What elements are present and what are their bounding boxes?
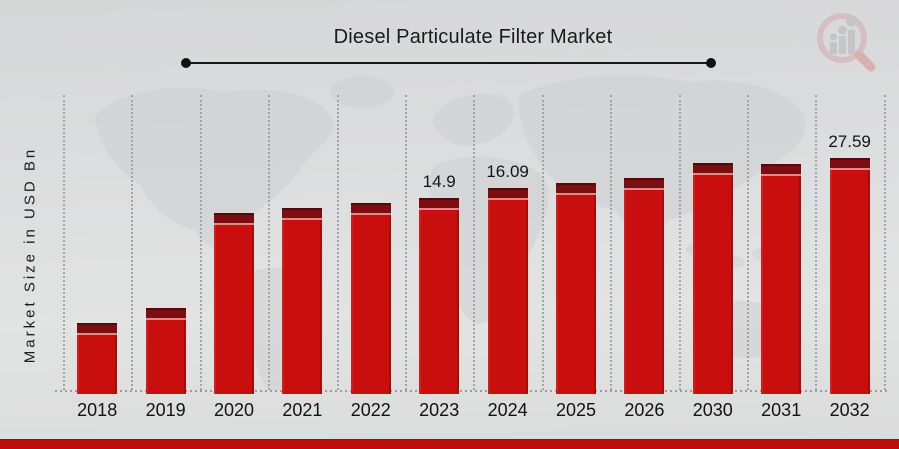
vertical-gridline <box>199 95 202 390</box>
bar-value-label: 14.9 <box>422 172 456 191</box>
x-tick-label: 2025 <box>555 400 597 420</box>
x-tick-label: 2020 <box>213 400 255 420</box>
vertical-gridline <box>336 95 339 390</box>
bar-2018 <box>77 323 118 394</box>
bar-cap <box>350 203 391 213</box>
x-tick-label: 2019 <box>145 400 186 420</box>
x-tick-label: 2018 <box>77 400 118 420</box>
vertical-gridline <box>541 95 544 390</box>
bar-2026 <box>624 178 665 394</box>
bar-cap <box>145 308 186 318</box>
bar-cap-highlight <box>556 193 596 195</box>
bar-cap-highlight <box>145 318 186 320</box>
vertical-gridline <box>678 95 681 390</box>
bar-cap <box>829 158 870 168</box>
bar-value-label: 16.09 <box>486 162 529 181</box>
vertical-gridline <box>610 95 613 390</box>
vertical-gridline <box>473 95 476 390</box>
bar-2021 <box>282 208 323 394</box>
bar-cap-highlight <box>487 198 528 200</box>
chart-title: Diesel Particulate Filter Market <box>333 26 613 48</box>
bar-cap <box>556 183 596 193</box>
bar-2031 <box>761 164 802 394</box>
x-tick-label: 2032 <box>829 400 870 420</box>
bar-cap-highlight <box>624 188 665 190</box>
bar-cap <box>419 198 460 208</box>
vertical-gridline <box>883 95 886 390</box>
x-tick-label: 2024 <box>487 400 528 420</box>
bar-2022 <box>350 203 391 394</box>
bar-cap <box>214 213 254 223</box>
bar-value-label: 27.59 <box>828 132 871 151</box>
bar-2023 <box>419 198 460 394</box>
bar-cap-highlight <box>350 213 391 215</box>
x-tick-label: 2021 <box>282 400 323 420</box>
bar-cap <box>487 188 528 198</box>
vertical-gridline <box>63 95 65 390</box>
bar-cap-highlight <box>829 168 870 170</box>
vertical-gridline <box>815 95 818 390</box>
bar-cap-highlight <box>214 223 254 225</box>
x-tick-label: 2031 <box>761 400 802 420</box>
bar-cap <box>282 208 323 218</box>
bar-cap-highlight <box>419 208 460 210</box>
bar-cap <box>624 178 665 188</box>
bar-cap <box>692 163 733 173</box>
bar-cap-highlight <box>77 333 118 335</box>
bar-cap-highlight <box>692 173 733 175</box>
bar-cap-highlight <box>761 174 802 176</box>
x-tick-label: 2023 <box>419 400 460 420</box>
bar-cap <box>761 164 802 174</box>
bar-2024 <box>487 188 528 394</box>
bar-2025 <box>556 183 596 394</box>
bar-2020 <box>214 213 254 394</box>
vertical-gridline <box>747 95 749 390</box>
vertical-gridline <box>131 95 134 390</box>
title-underline-rule <box>181 58 716 68</box>
x-axis-baseline <box>55 390 889 392</box>
bar-cap <box>77 323 118 333</box>
x-tick-label: 2026 <box>624 400 665 420</box>
bar-2032 <box>829 158 870 394</box>
x-tick-label: 2022 <box>350 400 391 420</box>
footer-accent-strip <box>0 439 899 449</box>
magnifier-bar-chart-logo-icon <box>817 13 876 72</box>
x-tick-label: 2030 <box>692 400 733 420</box>
bar-2019 <box>145 308 186 394</box>
bar-cap-highlight <box>282 218 323 220</box>
bar-2030 <box>692 163 733 394</box>
vertical-gridline <box>405 95 407 390</box>
vertical-gridline <box>268 95 271 390</box>
